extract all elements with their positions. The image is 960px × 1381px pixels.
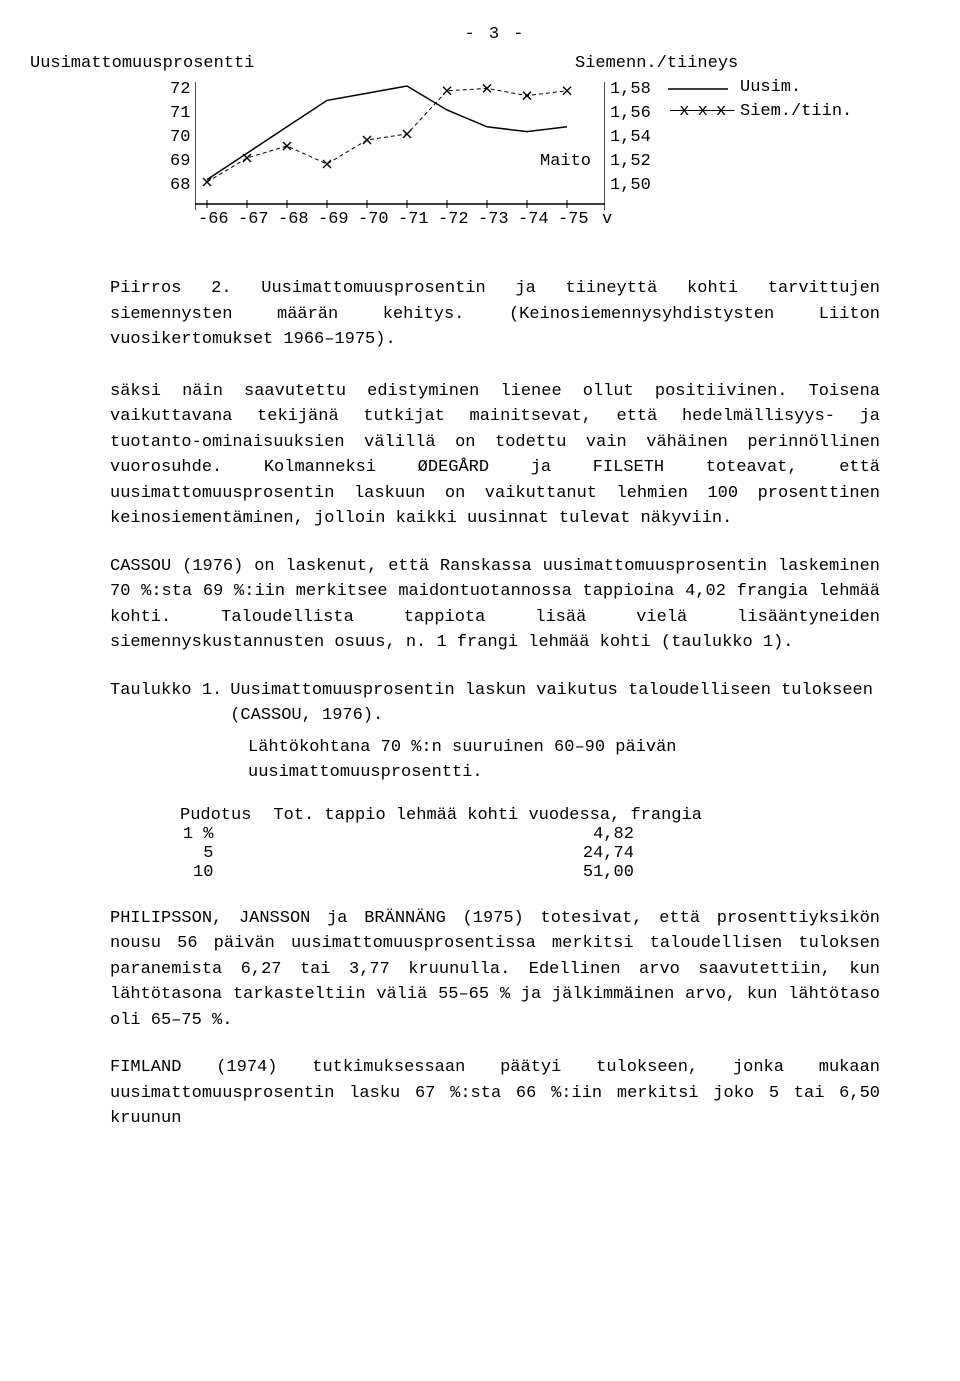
- paragraph: säksi näin saavutettu edistyminen lienee…: [110, 379, 880, 532]
- xtick: -70: [358, 210, 389, 229]
- table-row: 1 % 4,82: [180, 825, 724, 844]
- xtick: v: [602, 210, 612, 229]
- xtick: -66: [198, 210, 229, 229]
- col-header: Pudotus: [180, 806, 273, 825]
- xtick: -75: [558, 210, 589, 229]
- legend-label-siem: Siem./tiin.: [740, 102, 852, 121]
- figure-2: Uusimattomuusprosentti Siemenn./tiineys …: [110, 52, 880, 252]
- xtick: -69: [318, 210, 349, 229]
- paragraph: CASSOU (1976) on laskenut, että Ranskass…: [110, 554, 880, 656]
- chart-plot: [195, 82, 605, 210]
- table-caption-1: Taulukko 1. Uusimattomuusprosentin lasku…: [110, 678, 880, 729]
- col-header: Tot. tappio lehmää kohti vuodessa, frang…: [273, 806, 723, 825]
- paragraph: FIMLAND (1974) tutkimuksessaan päätyi tu…: [110, 1055, 880, 1132]
- legend-line-uusim: [668, 86, 728, 92]
- table-row: 5 24,74: [180, 844, 724, 863]
- paragraph: PHILIPSSON, JANSSON ja BRÄNNÄNG (1975) t…: [110, 906, 880, 1034]
- table-caption-2: Lähtökohtana 70 %:n suuruinen 60–90 päiv…: [248, 735, 880, 786]
- left-axis-title: Uusimattomuusprosentti: [30, 54, 254, 73]
- rtick: 1,58: [610, 80, 651, 99]
- tcap1-rest: Uusimattomuusprosentin laskun vaikutus t…: [230, 678, 880, 729]
- legend-line-siem: x x x: [670, 102, 734, 121]
- page-number: - 3 -: [110, 25, 880, 44]
- rtick: 1,52: [610, 152, 651, 171]
- xtick: -72: [438, 210, 469, 229]
- ytick: 71: [170, 104, 190, 123]
- ytick: 70: [170, 128, 190, 147]
- figure-caption: Piirros 2. Uusimattomuusprosentin ja tii…: [110, 276, 880, 353]
- xtick: -74: [518, 210, 549, 229]
- caption-text: Piirros 2. Uusimattomuusprosentin ja tii…: [110, 279, 880, 349]
- xtick: -71: [398, 210, 429, 229]
- rtick: 1,56: [610, 104, 651, 123]
- ytick: 72: [170, 80, 190, 99]
- xtick: -73: [478, 210, 509, 229]
- table-1: Pudotus Tot. tappio lehmää kohti vuodess…: [180, 806, 724, 882]
- ytick: 68: [170, 176, 190, 195]
- xtick: -68: [278, 210, 309, 229]
- legend-label-uusim: Uusim.: [740, 78, 801, 97]
- xtick: -67: [238, 210, 269, 229]
- rtick: 1,54: [610, 128, 651, 147]
- table-row: 10 51,00: [180, 863, 724, 882]
- right-axis-title: Siemenn./tiineys: [575, 54, 738, 73]
- rtick: 1,50: [610, 176, 651, 195]
- ytick: 69: [170, 152, 190, 171]
